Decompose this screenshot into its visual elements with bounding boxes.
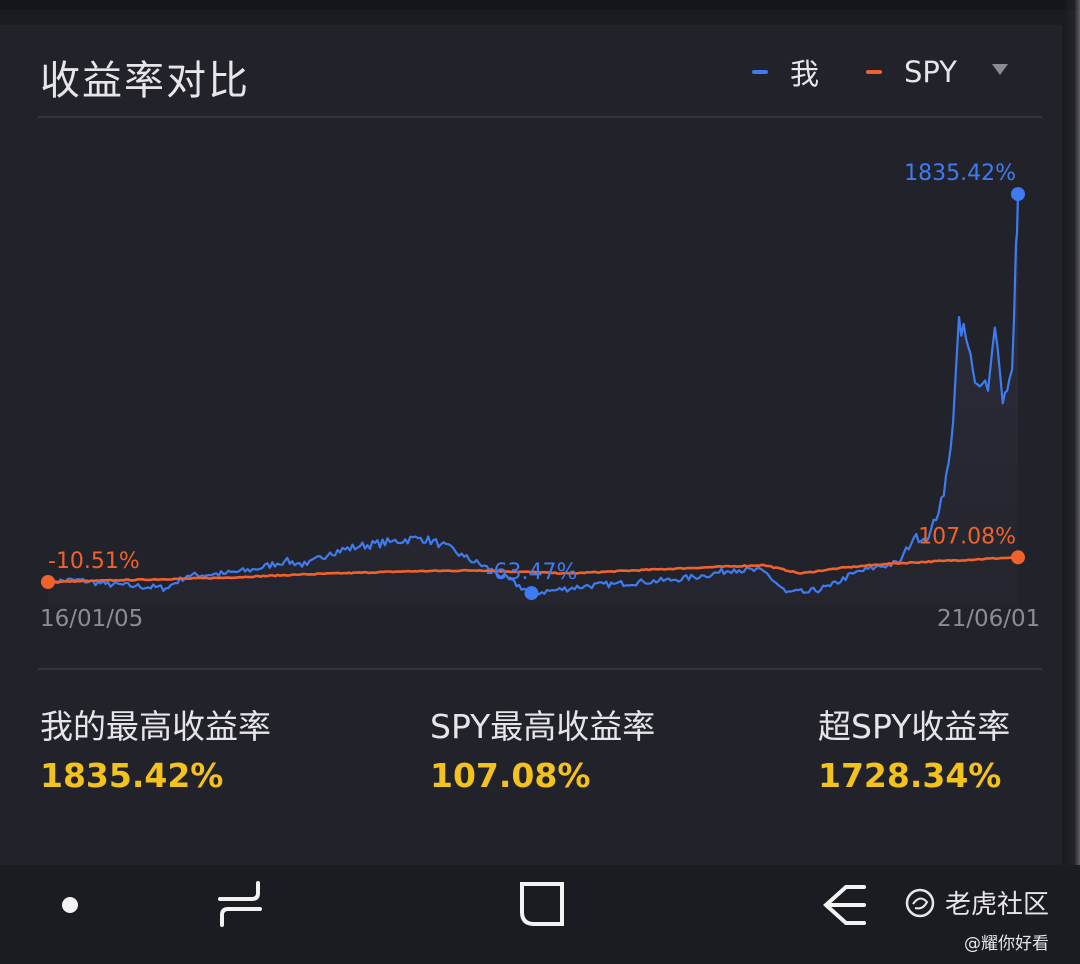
- data-label-end-spy: 107.08%: [918, 524, 1016, 549]
- marker-start-spy: [41, 575, 55, 589]
- dot-icon[interactable]: [60, 895, 80, 919]
- back-icon[interactable]: [820, 883, 868, 931]
- stat-label: 我的最高收益率: [40, 707, 271, 746]
- series-area-me: [48, 194, 1018, 605]
- x-tick-start: 16/01/05: [40, 606, 144, 632]
- marker-min-me: [524, 586, 539, 601]
- watermark: 老虎社区: [905, 884, 1049, 921]
- returns-chart: 1835.42% -63.47% 107.08% -10.51%: [41, 161, 1025, 605]
- system-navbar: [0, 865, 1080, 964]
- series-line-spy: [47, 555, 1019, 584]
- stat-value: 1728.34%: [818, 756, 1002, 795]
- stat-label: SPY最高收益率: [430, 707, 656, 746]
- recent-apps-icon[interactable]: [216, 879, 264, 933]
- legend-label-me: 我: [790, 57, 820, 91]
- chevron-down-icon[interactable]: [992, 64, 1008, 75]
- stat-my-max-return: 我的最高收益率 1835.42%: [40, 700, 271, 795]
- watermark-brand: 老虎社区: [945, 890, 1050, 920]
- stat-value: 107.08%: [430, 756, 591, 795]
- chart-markers-layer: [41, 187, 1025, 601]
- series-line-me: [47, 194, 1020, 596]
- legend-item-spy[interactable]: SPY: [866, 52, 957, 92]
- chart-lines-layer: [47, 194, 1020, 596]
- stat-value: 1835.42%: [40, 756, 224, 795]
- tiger-logo-icon: [905, 888, 935, 917]
- screen-edge: [1066, 0, 1080, 964]
- marker-max-me: [1011, 187, 1025, 202]
- data-label-min-me: -63.47%: [486, 560, 578, 585]
- watermark-user: @耀你好看: [964, 934, 1049, 954]
- legend-label-spy: SPY: [904, 55, 957, 89]
- stat-excess-return: 超SPY收益率 1728.34%: [818, 700, 1010, 795]
- legend-item-me[interactable]: 我: [752, 52, 819, 92]
- data-label-start-spy: -10.51%: [48, 549, 140, 574]
- stat-label: 超SPY收益率: [818, 707, 1011, 746]
- home-icon[interactable]: [518, 880, 566, 932]
- legend-swatch-me: [752, 70, 768, 74]
- divider-bottom: [38, 668, 1042, 670]
- legend-swatch-spy: [866, 70, 882, 74]
- data-label-max-me: 1835.42%: [904, 161, 1016, 186]
- page-title: 收益率对比: [40, 58, 250, 104]
- divider-top: [38, 116, 1042, 118]
- status-strip: [0, 0, 1080, 10]
- marker-end-spy: [1011, 550, 1025, 565]
- chart-area-layer: [48, 194, 1018, 605]
- stat-spy-max-return: SPY最高收益率 107.08%: [430, 700, 655, 795]
- chart-card: [0, 25, 1062, 865]
- x-tick-end: 21/06/01: [937, 606, 1041, 632]
- chart-labels-layer: 1835.42% -63.47% 107.08% -10.51%: [48, 161, 1016, 585]
